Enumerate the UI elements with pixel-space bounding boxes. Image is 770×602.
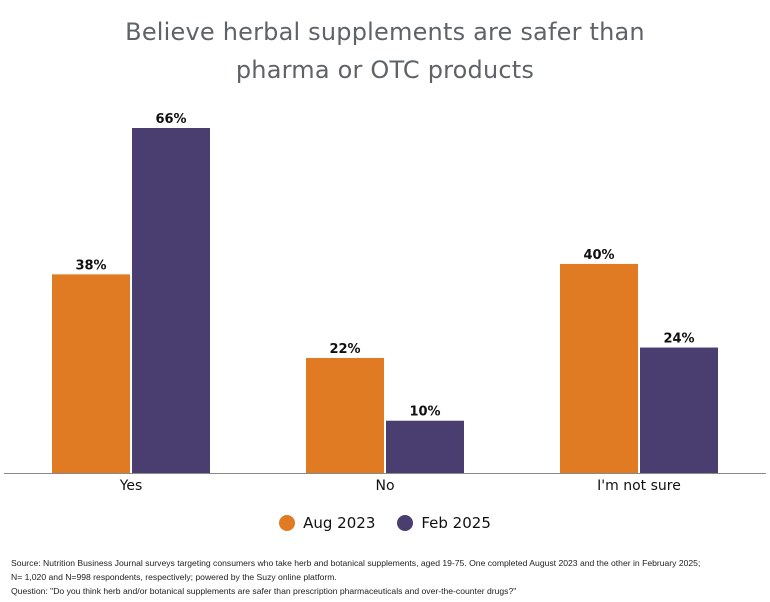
- legend-item-feb-2025: Feb 2025: [397, 514, 491, 532]
- x-tick-label-no: No: [375, 478, 394, 494]
- legend: Aug 2023 Feb 2025: [0, 514, 770, 532]
- data-label-i-m-not-sure-aug-2023: 40%: [583, 248, 614, 263]
- bar-no-aug-2023: [306, 358, 384, 473]
- source-line-2: N= 1,020 and N=998 respondents, respecti…: [11, 572, 337, 582]
- source-note: Source: Nutrition Business Journal surve…: [11, 556, 761, 598]
- bar-no-feb-2025: [386, 420, 464, 473]
- data-label-i-m-not-sure-feb-2025: 24%: [663, 332, 694, 347]
- chart-title-line-1: Believe herbal supplements are safer tha…: [125, 18, 645, 46]
- data-label-no-aug-2023: 22%: [329, 342, 360, 357]
- bar-i-m-not-sure-feb-2025: [640, 347, 718, 473]
- legend-swatch-aug-2023: [279, 515, 296, 531]
- source-line-1: Source: Nutrition Business Journal surve…: [11, 558, 701, 568]
- bar-yes-feb-2025: [132, 128, 210, 473]
- bar-yes-aug-2023: [52, 274, 130, 473]
- x-tick-label-yes: Yes: [119, 478, 143, 494]
- bar-i-m-not-sure-aug-2023: [560, 263, 638, 473]
- legend-swatch-feb-2025: [397, 515, 414, 531]
- data-label-yes-feb-2025: 66%: [155, 112, 186, 127]
- chart-title-line-2: pharma or OTC products: [235, 56, 535, 84]
- legend-label-aug-2023: Aug 2023: [303, 514, 376, 532]
- source-question: Question: "Do you think herb and/or bota…: [11, 586, 517, 596]
- legend-item-aug-2023: Aug 2023: [279, 514, 375, 532]
- x-tick-label-i-m-not-sure: I'm not sure: [597, 478, 681, 494]
- data-label-yes-aug-2023: 38%: [75, 258, 106, 273]
- legend-label-feb-2025: Feb 2025: [421, 514, 491, 532]
- data-label-no-feb-2025: 10%: [409, 405, 440, 420]
